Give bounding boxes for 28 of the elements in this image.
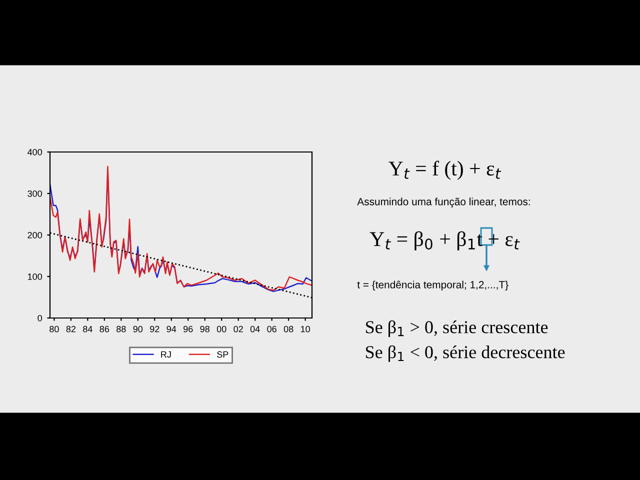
x-tick-label: 92 (150, 326, 160, 332)
text: t = {tendência temporal; 1,2,...,T} (357, 280, 508, 290)
y-tick-label: 300 (28, 190, 42, 197)
y-tick-label: 0 (38, 314, 42, 322)
text: Y$_{t}$ = f (t) + ε$_{t}$ (388, 160, 502, 180)
x-tick-label: 94 (166, 326, 176, 332)
x-tick-label: 80 (50, 326, 59, 332)
y-tick-label: 400 (28, 148, 42, 156)
x-tick-label: 00 (216, 326, 226, 332)
x-tick-label: 02 (234, 326, 243, 332)
x-tick-label: 84 (83, 326, 92, 332)
x-tick-label: 06 (267, 326, 276, 332)
x-tick-label: 08 (284, 326, 294, 332)
x-tick-label: 04 (250, 326, 260, 332)
x-tick-label: 88 (116, 326, 126, 332)
text: Se β$_{1}$ < 0, série decrescente (366, 345, 565, 362)
x-tick-label: 90 (133, 326, 143, 332)
y-tick-label: 100 (28, 273, 42, 280)
text: Se β$_{1}$ > 0, série crescente (366, 320, 548, 337)
x-tick-label: 82 (66, 326, 76, 332)
x-tick-label: 86 (100, 326, 110, 332)
x-tick-label: 98 (200, 326, 210, 332)
y-tick-label: 200 (28, 232, 42, 238)
legend-label: SP (217, 351, 228, 358)
x-tick-label: 96 (184, 326, 193, 332)
text: Assumindo uma função linear, temos: (357, 198, 530, 208)
legend-label: RJ (161, 351, 171, 358)
x-tick-label: 10 (300, 326, 310, 332)
